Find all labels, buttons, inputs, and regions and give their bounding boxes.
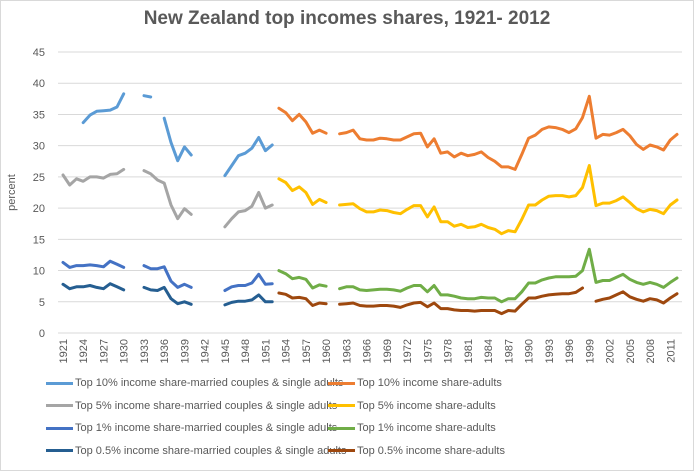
series-line-7 — [594, 290, 679, 305]
series-line-5 — [277, 269, 328, 290]
legend-label: Top 10% income share-married couples & s… — [75, 377, 344, 389]
y-tick-label: 45 — [33, 47, 45, 59]
x-tick-label: 1999 — [584, 339, 596, 363]
x-tick-label: 1921 — [58, 339, 70, 363]
x-tick-label: 1960 — [321, 339, 333, 363]
series-line-6 — [223, 293, 274, 307]
series-line-6 — [142, 285, 193, 306]
legend-item: Top 10% income share-married couples & s… — [46, 377, 343, 389]
series-line-2 — [142, 169, 193, 221]
x-tick-label: 2008 — [645, 339, 657, 363]
y-tick-label: 20 — [33, 203, 45, 215]
x-tick-label: 2011 — [665, 339, 677, 363]
x-tick-label: 1954 — [281, 339, 293, 363]
x-tick-label: 1939 — [179, 339, 191, 363]
legend-swatch — [46, 404, 73, 407]
x-tick-label: 1933 — [139, 339, 151, 363]
legend-item: Top 5% income share-married couples & si… — [46, 400, 337, 412]
x-tick-label: 1924 — [78, 339, 90, 363]
x-tick-label: 1996 — [564, 339, 576, 363]
series-line-4 — [223, 272, 274, 292]
x-tick-label: 1957 — [301, 339, 313, 363]
y-tick-label: 0 — [39, 328, 45, 340]
series-line-4 — [142, 264, 193, 289]
legend-label: Top 0.5% income share-adults — [357, 444, 505, 457]
y-tick-label: 35 — [33, 109, 45, 121]
series-line-2 — [61, 167, 126, 187]
legend-swatch — [328, 381, 355, 385]
x-tick-label: 1981 — [463, 339, 475, 363]
legend-label: Top 1% income share-adults — [357, 422, 496, 434]
y-tick-label: 10 — [33, 266, 45, 278]
legend-item: Top 5% income share-adults — [328, 400, 496, 412]
series-line-2 — [223, 191, 274, 229]
legend-swatch — [46, 426, 73, 430]
x-tick-label: 1966 — [362, 339, 374, 363]
x-tick-label: 1969 — [382, 339, 394, 363]
legend-item: Top 10% income share-adults — [328, 377, 502, 389]
x-tick-label: 2002 — [605, 339, 617, 363]
legend-label: Top 0.5% income share-married couples & … — [75, 444, 347, 457]
y-tick-label: 30 — [33, 141, 45, 153]
series-line-1 — [338, 94, 679, 171]
x-tick-label: 1963 — [341, 339, 353, 363]
series-line-0 — [223, 136, 274, 178]
x-tick-label: 1942 — [200, 339, 212, 363]
x-tick-label: 1927 — [98, 339, 110, 363]
legend-label: Top 1% income share-married couples & si… — [75, 422, 338, 434]
x-tick-label: 2005 — [625, 339, 637, 363]
series-line-7 — [338, 286, 584, 316]
x-tick-label: 1978 — [443, 339, 455, 363]
legend-item: Top 1% income share-married couples & si… — [46, 422, 337, 434]
x-tick-label: 1951 — [260, 339, 272, 363]
series-line-3 — [338, 164, 679, 236]
y-tick-label: 15 — [33, 234, 45, 246]
series-line-0 — [81, 92, 126, 125]
legend-label: Top 5% income share-adults — [357, 399, 496, 412]
legend-swatch — [46, 449, 73, 452]
legend-swatch — [328, 404, 355, 407]
legend-swatch — [328, 449, 355, 452]
legend-item: Top 1% income share-adults — [328, 422, 496, 434]
series-line-4 — [61, 259, 126, 269]
legend-label: Top 10% income share-adults — [357, 377, 502, 389]
legend-item: Top 0.5% income share-adults — [328, 445, 505, 457]
x-tick-label: 1945 — [220, 339, 232, 363]
legend-item: Top 0.5% income share-married couples & … — [46, 445, 346, 457]
x-tick-label: 1987 — [503, 339, 515, 363]
y-tick-label: 5 — [39, 297, 45, 309]
x-tick-label: 1993 — [544, 339, 556, 363]
legend-swatch — [46, 381, 73, 385]
series-line-0 — [162, 116, 193, 163]
series-line-0 — [142, 94, 153, 99]
legend-swatch — [328, 426, 355, 430]
series-line-7 — [277, 291, 328, 307]
y-tick-label: 25 — [33, 172, 45, 184]
x-tick-label: 1990 — [524, 339, 536, 363]
x-tick-label: 1975 — [422, 339, 434, 363]
x-tick-label: 1948 — [240, 339, 252, 363]
x-tick-label: 1984 — [483, 339, 495, 363]
x-tick-label: 1930 — [119, 339, 131, 363]
series-line-5 — [338, 247, 679, 304]
series-line-1 — [277, 106, 328, 135]
series-line-6 — [61, 282, 126, 292]
y-axis-label: percent — [6, 174, 18, 211]
x-tick-label: 1936 — [159, 339, 171, 363]
series-line-3 — [277, 177, 328, 206]
y-tick-label: 40 — [33, 78, 45, 90]
chart-title: New Zealand top incomes shares, 1921- 20… — [143, 8, 551, 29]
x-tick-label: 1972 — [402, 339, 414, 363]
legend-label: Top 5% income share-married couples & si… — [75, 399, 338, 412]
